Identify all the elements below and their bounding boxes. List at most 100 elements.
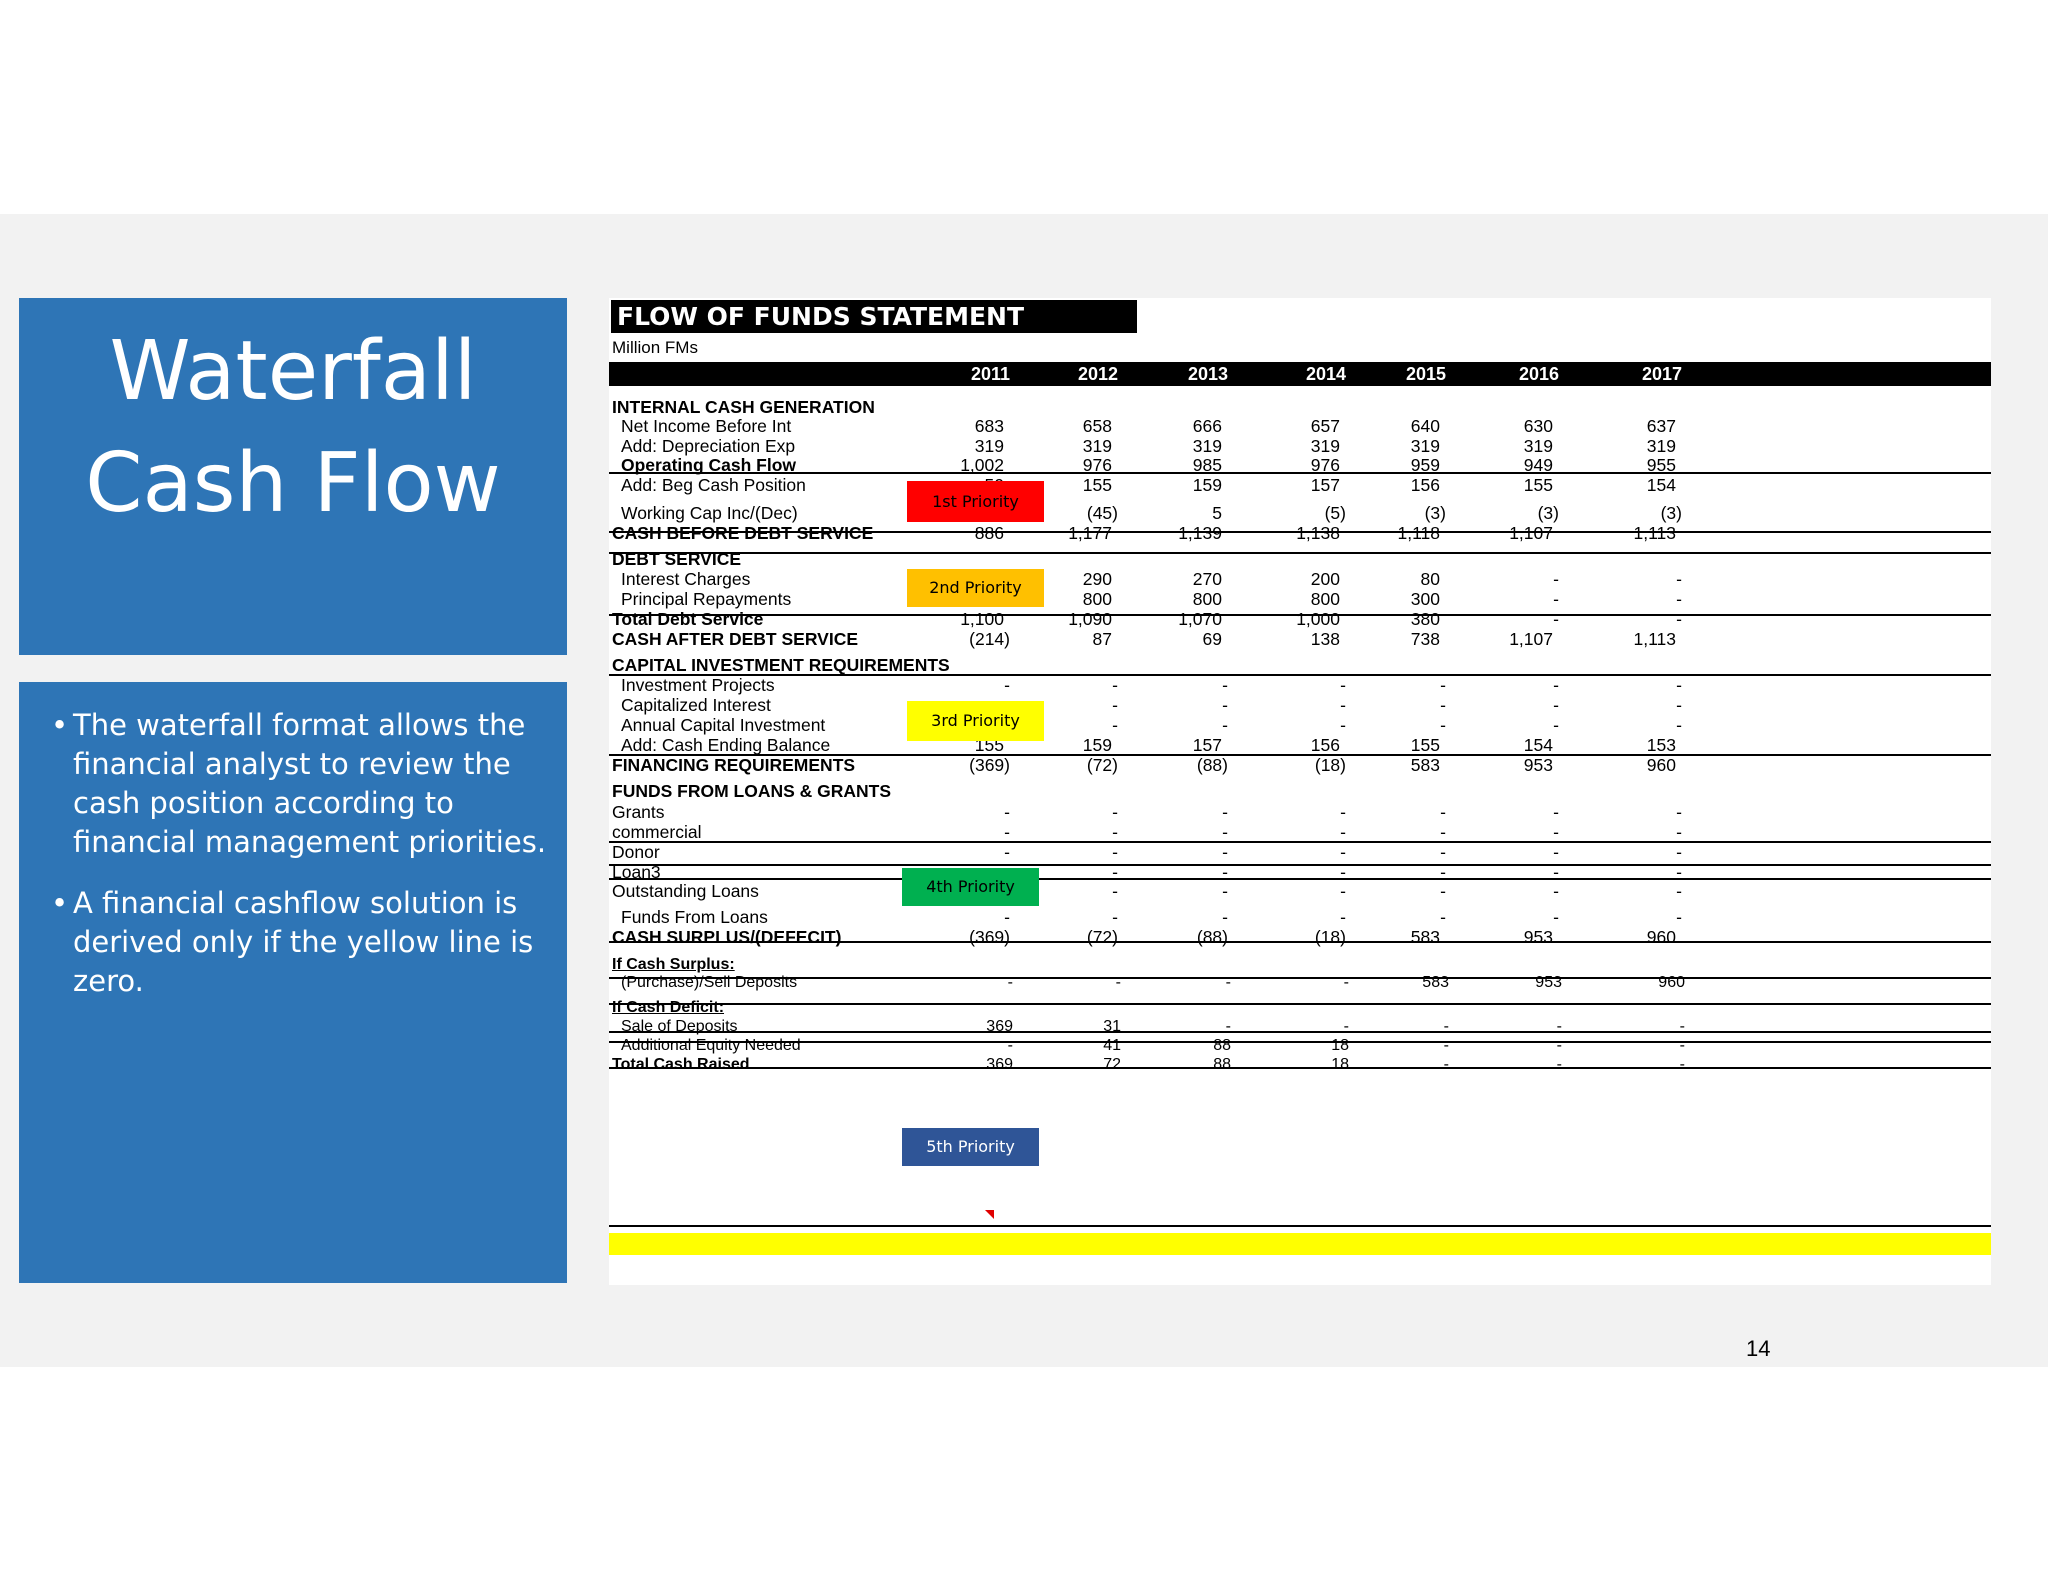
row-divider	[609, 841, 1991, 843]
table-row: FINANCING REQUIREMENTS (369) (72) (88) (18) 5…	[609, 752, 1991, 776]
table-row: If Cash Surplus:	[609, 953, 1991, 977]
row-value: -	[1440, 907, 1446, 927]
year-header-cell: 2012	[1077, 364, 1118, 384]
row-label: If Cash Surplus:	[612, 956, 735, 973]
row-value: -	[1222, 695, 1228, 715]
row-divider	[609, 754, 1991, 756]
year-header-cell: 2017	[1641, 364, 1682, 384]
row-value: 960	[1646, 927, 1676, 947]
row-value: -	[1440, 842, 1446, 862]
row-value: -	[1553, 907, 1559, 927]
row-value: -	[1553, 589, 1559, 609]
row-value: -	[1440, 802, 1446, 822]
row-value: -	[1440, 715, 1446, 735]
row-value: -	[1679, 1018, 1685, 1035]
table-row: Net Income Before Int 683 658 666 657 640 630 6…	[609, 413, 1991, 437]
row-value: -	[1007, 974, 1013, 991]
row-value: -	[1115, 974, 1121, 991]
row-value: -	[1112, 822, 1118, 842]
row-value: -	[1112, 715, 1118, 735]
row-value: (18)	[1314, 927, 1346, 947]
table-row: CAPITAL INVESTMENT REQUIREMENTS	[609, 652, 1991, 676]
row-value: 955	[1646, 455, 1676, 475]
row-value: -	[1112, 862, 1118, 882]
row-value: (3)	[1660, 503, 1682, 523]
row-value: -	[1007, 1037, 1013, 1054]
row-value: 630	[1523, 416, 1553, 436]
table-row: Funds From Loans - - - - - - -	[609, 904, 1991, 928]
row-divider	[609, 531, 1991, 533]
row-value: 319	[1523, 436, 1553, 456]
row-value: 153	[1646, 735, 1676, 755]
row-value: -	[1676, 715, 1682, 735]
sheet-title: FLOW OF FUNDS STATEMENT	[611, 300, 1137, 333]
row-value: -	[1553, 822, 1559, 842]
bullet-dot-icon: •	[51, 886, 69, 920]
row-label: Principal Repayments	[621, 589, 792, 609]
table-row: Add: Beg Cash Position501551591571561551…	[609, 472, 1991, 496]
bullet-text: A financial cashflow solution is derived…	[73, 886, 534, 998]
row-label: Grants	[612, 802, 665, 822]
row-value: 800	[1082, 589, 1112, 609]
row-label: Working Cap Inc/(Dec)	[621, 503, 798, 523]
row-value: 155	[1410, 735, 1440, 755]
row-label: Loan3	[612, 862, 661, 882]
row-label: FINANCING REQUIREMENTS	[612, 755, 856, 775]
row-value: 640	[1410, 416, 1440, 436]
row-value: 1,002	[960, 455, 1004, 475]
row-value: -	[1676, 862, 1682, 882]
row-value: 319	[974, 436, 1004, 456]
row-value: -	[1556, 1056, 1562, 1073]
row-value: -	[1112, 881, 1118, 901]
row-value: (72)	[1086, 755, 1118, 775]
row-value: -	[1112, 695, 1118, 715]
row-value: -	[1440, 675, 1446, 695]
row-value: -	[1340, 862, 1346, 882]
row-value: -	[1004, 907, 1010, 927]
row-value: 200	[1310, 569, 1340, 589]
year-header-cell: 2014	[1305, 364, 1346, 384]
table-row: DEBT SERVICE	[609, 546, 1991, 570]
row-value: (18)	[1314, 755, 1346, 775]
bullet-panel: • The waterfall format allows the financ…	[19, 682, 567, 1283]
row-label: Donor	[612, 842, 660, 862]
row-label: INTERNAL CASH GENERATION	[612, 397, 875, 417]
row-value: -	[1340, 715, 1346, 735]
row-label: Outstanding Loans	[612, 881, 759, 901]
row-divider	[609, 878, 1991, 880]
row-value: (369)	[969, 755, 1010, 775]
table-row: FUNDS FROM LOANS & GRANTS	[609, 778, 1991, 802]
row-value: 156	[1410, 475, 1440, 495]
row-value: -	[1553, 881, 1559, 901]
row-value: -	[1004, 802, 1010, 822]
row-divider	[609, 472, 1991, 474]
row-value: -	[1676, 822, 1682, 842]
row-value: 1,118	[1397, 523, 1441, 543]
row-value: 69	[1202, 629, 1222, 649]
row-value: 369	[986, 1056, 1013, 1073]
row-label: Net Income Before Int	[621, 416, 792, 436]
table-row: Sale of Deposits 369 31 - - - - -	[609, 1015, 1991, 1039]
row-value: (369)	[969, 927, 1010, 947]
row-divider	[609, 1003, 1991, 1005]
row-value: (3)	[1537, 503, 1559, 523]
row-value: (3)	[1424, 503, 1446, 523]
row-divider	[609, 1067, 1991, 1069]
year-header-cell: 2013	[1187, 364, 1228, 384]
row-value: 583	[1410, 755, 1440, 775]
row-value: 583	[1410, 927, 1440, 947]
bullet-dot-icon: •	[51, 708, 69, 742]
row-value: -	[1222, 842, 1228, 862]
row-value: -	[1340, 881, 1346, 901]
row-divider	[609, 1225, 1991, 1227]
table-row: INTERNAL CASH GENERATION	[609, 394, 1991, 418]
row-value: 637	[1646, 416, 1676, 436]
row-value: 319	[1082, 436, 1112, 456]
row-value: 157	[1192, 735, 1222, 755]
row-value: -	[1225, 974, 1231, 991]
row-value: -	[1679, 1037, 1685, 1054]
row-value: 18	[1331, 1056, 1349, 1073]
row-value: 960	[1646, 755, 1676, 775]
row-label: commercial	[612, 822, 702, 842]
highlight-row	[609, 1233, 1991, 1255]
